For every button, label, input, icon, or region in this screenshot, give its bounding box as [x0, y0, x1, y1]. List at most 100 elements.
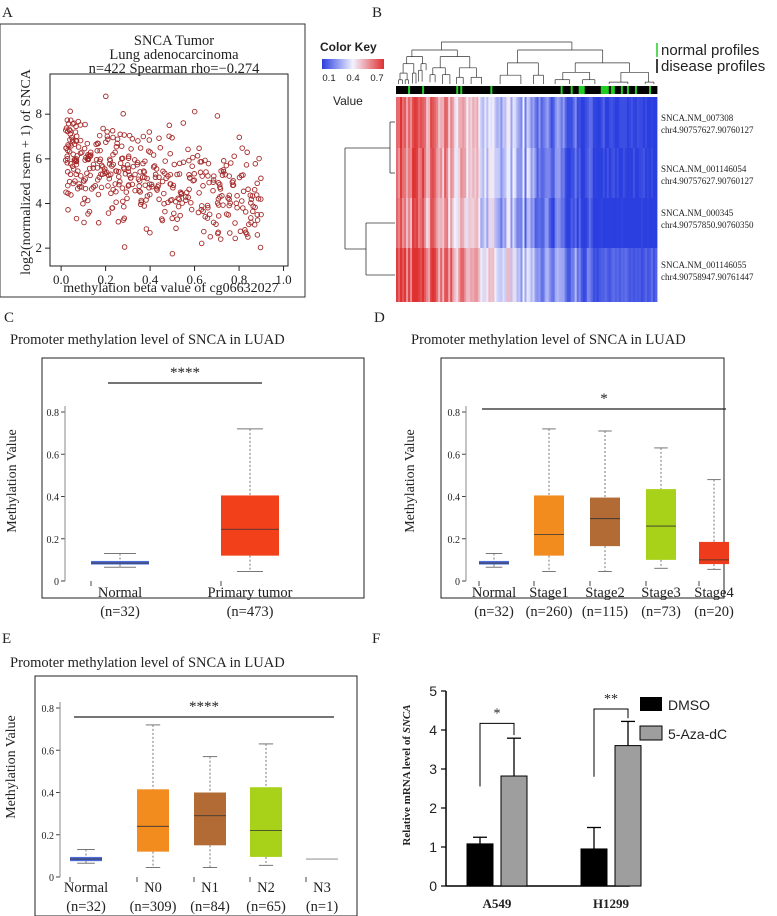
heatmap-cell [478, 198, 481, 248]
box-plot-frame [34, 675, 358, 916]
heatmap-cell [470, 97, 473, 148]
heatmap-cell [402, 97, 405, 148]
heatmap-cell [456, 148, 459, 198]
heatmap-cell [628, 198, 632, 248]
heatmap-cell [528, 148, 531, 198]
heatmap-cell [546, 198, 549, 248]
profile-tick [622, 86, 626, 94]
heatmap-cell [490, 148, 493, 198]
heatmap-cell [538, 97, 541, 148]
heatmap-cell [618, 198, 622, 248]
profile-tick [518, 86, 521, 94]
heatmap-cell [398, 97, 401, 148]
scatter-point [194, 153, 201, 159]
profile-tick [608, 86, 612, 94]
heatmap-cell [480, 248, 483, 302]
y-tick-label: 0 [455, 577, 460, 588]
scatter-point [202, 157, 208, 164]
scatter-point [236, 134, 243, 141]
significance-stars: **** [189, 699, 219, 715]
profile-tick [604, 86, 608, 94]
heatmap-cell [550, 248, 553, 302]
profile-tick [634, 86, 638, 94]
scatter-point [101, 168, 108, 175]
heatmap-cell [616, 148, 620, 198]
scatter-point [166, 122, 173, 129]
heatmap-cell [412, 148, 415, 198]
heatmap-cell [518, 248, 521, 302]
heatmap-cell [468, 248, 471, 302]
scatter-point [248, 215, 254, 221]
scatter-point [159, 216, 165, 222]
scatter-point [128, 146, 134, 152]
scatter-title-line1: SNCA Tumor [134, 33, 214, 49]
heatmap-cell [566, 97, 570, 148]
profile-tick [422, 86, 425, 94]
heatmap-cell [476, 198, 479, 248]
heatmap-cell [498, 148, 501, 198]
scatter-point [135, 138, 141, 144]
heatmap-cell [584, 97, 588, 148]
scatter-point [70, 151, 76, 158]
profile-tick [494, 86, 497, 94]
scatter-point [105, 210, 112, 216]
heatmap-cell [464, 198, 467, 248]
heatmap-cell [538, 248, 541, 302]
heatmap-cell [570, 97, 574, 148]
heatmap-cell [424, 198, 427, 248]
heatmap-cell [516, 97, 519, 148]
heatmap-cell [618, 248, 622, 302]
heatmap-cell [554, 148, 558, 198]
bar [614, 745, 642, 887]
heatmap-cell [586, 97, 590, 148]
profile-tick [438, 86, 441, 94]
heatmap-cell [546, 97, 549, 148]
scatter-point [176, 196, 182, 202]
scatter-point [211, 173, 217, 179]
scatter-point [138, 199, 145, 205]
heatmap-cell [550, 97, 553, 148]
profile-tick [550, 86, 553, 94]
scatter-point [94, 147, 100, 154]
heatmap-cell [414, 148, 417, 198]
heatmap-cell [472, 97, 475, 148]
heatmap-cell [406, 97, 409, 148]
y-tick-label: 0.2 [47, 535, 60, 546]
profile-tick [424, 86, 427, 94]
heatmap-cell [598, 148, 602, 198]
scatter-point [157, 144, 164, 151]
scatter-point [117, 160, 124, 166]
scatter-point [205, 160, 212, 167]
scatter-point [248, 200, 254, 206]
scatter-point [68, 134, 75, 141]
heatmap-cell [538, 198, 541, 248]
panel-label-f: F [372, 631, 380, 647]
heatmap-cell [552, 198, 556, 248]
x-tick-label: 1.0 [275, 272, 291, 287]
heatmap-cell [546, 148, 549, 198]
profile-tick [598, 86, 602, 94]
heatmap-cell [498, 97, 501, 148]
profile-tick [560, 86, 564, 94]
scatter-point [251, 186, 258, 193]
heatmap-cell [484, 248, 487, 302]
scatter-point [198, 206, 205, 213]
group-label: Normal [64, 880, 108, 896]
heatmap-cell [604, 198, 608, 248]
profile-tick [570, 86, 574, 94]
profile-tick [450, 86, 453, 94]
heatmap-cell [512, 198, 515, 248]
heatmap-cell [536, 97, 539, 148]
heatmap-cell [650, 198, 654, 248]
group-count: (n=115) [582, 604, 628, 620]
group-label: Primary tumor [208, 585, 293, 601]
heatmap-cell [614, 248, 618, 302]
scatter-point [210, 179, 216, 185]
profile-tick [636, 86, 640, 94]
heatmap-cell [436, 248, 439, 302]
profile-tick [460, 86, 463, 94]
panel-label-e: E [2, 631, 11, 647]
scatter-point [159, 178, 166, 185]
scatter-point [244, 231, 250, 237]
